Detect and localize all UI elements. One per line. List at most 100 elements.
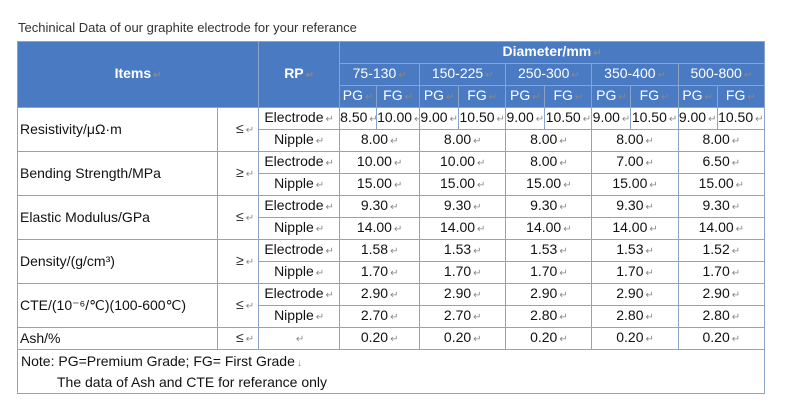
electrode-value-text: 6.50 — [702, 153, 730, 169]
rp-nipple-text: Nipple — [274, 175, 314, 191]
items-header: Items ↵ — [16, 41, 260, 108]
nipple-value: 8.00 ↵ — [419, 129, 507, 152]
diameter-range-4-text: 500-800 — [690, 65, 742, 81]
return-mark-icon: ↵ — [245, 301, 255, 312]
return-mark-icon: ↵ — [315, 312, 325, 323]
nipple-value: 15.00 ↵ — [419, 173, 507, 196]
note-line-1: Note: PG=Premium Grade; FG= First Grade — [21, 353, 295, 369]
return-mark-icon: ↵ — [559, 334, 568, 345]
nipple-value-text: 8.00 — [530, 131, 558, 147]
electrode-value: 10.50 ↵ — [544, 107, 593, 130]
rp-nipple-text: Nipple — [274, 307, 314, 323]
return-mark-icon: ↵ — [369, 114, 375, 125]
electrode-value-text: 2.90 — [616, 285, 644, 301]
grade-pg-0-text: PG — [342, 87, 364, 103]
rp-nipple: Nipple ↵ — [258, 261, 341, 284]
rp-nipple: Nipple ↵ — [258, 173, 341, 196]
return-mark-icon: ↵ — [245, 213, 255, 224]
return-mark-icon: ↵ — [473, 268, 482, 279]
return-mark-icon: ↵ — [563, 224, 572, 235]
electrode-value-text: 9.30 — [702, 197, 730, 213]
return-mark-icon: ↵ — [325, 158, 334, 169]
comparison-symbol: ≥ ↵ — [217, 239, 260, 284]
nipple-value: 1.70 ↵ — [677, 261, 766, 284]
electrode-value: 10.00↵ — [419, 151, 507, 174]
return-mark-icon: ↵ — [390, 246, 399, 257]
electrode-value: 7.00 ↵ — [591, 151, 679, 174]
table-row: Nipple ↵ 1.70 ↵ 1.70 ↵ 1.70 ↵ 1.70 ↵ 1.70 ↵ — [18, 261, 766, 284]
electrode-value: 2.90 ↵ — [419, 283, 507, 306]
return-mark-icon: ↵ — [645, 290, 654, 301]
return-mark-icon: ↵ — [390, 334, 399, 345]
electrode-value-text: 2.90 — [702, 285, 730, 301]
electrode-value-text: 9.30 — [530, 197, 558, 213]
return-mark-icon: ↵ — [731, 246, 741, 257]
return-mark-icon: ↵ — [449, 114, 458, 125]
return-mark-icon: ↵ — [473, 334, 482, 345]
comparison-symbol: ≤ ↵ — [217, 283, 260, 328]
nipple-value: 1.70 ↵ — [419, 261, 507, 284]
return-mark-icon: ↵ — [473, 290, 482, 301]
grade-pg-3-text: PG — [596, 87, 617, 103]
nipple-value-text: 8.00 — [702, 131, 730, 147]
return-mark-icon: ↵ — [245, 334, 255, 345]
nipple-value: 2.70 ↵ — [419, 305, 507, 328]
return-mark-icon: ↵ — [477, 158, 486, 169]
return-mark-icon: ↵ — [582, 114, 592, 125]
return-mark-icon: ↵ — [315, 268, 325, 279]
return-mark-icon: ↵ — [747, 92, 756, 103]
ash-value-text: 0.20 — [530, 329, 558, 345]
return-mark-icon: ↵ — [645, 136, 654, 147]
electrode-value: 9.00 ↵ — [419, 107, 460, 130]
return-mark-icon: ↵ — [708, 114, 717, 125]
diameter-range-3-text: 350-400 — [604, 65, 656, 81]
line-break-icon: ↓ — [296, 358, 302, 369]
electrode-value: 9.00 ↵ — [505, 107, 546, 130]
rp-nipple: Nipple ↵ — [258, 305, 341, 328]
electrode-value: 1.52 ↵ — [677, 239, 766, 262]
property-name-text: Ash/% — [20, 330, 61, 346]
diameter-range-0: 75-130 ↵ — [339, 63, 421, 86]
rp-electrode-text: Electrode — [264, 241, 324, 257]
nipple-value-text: 8.00 — [443, 131, 472, 147]
nipple-value: 8.00 ↵ — [505, 129, 593, 152]
electrode-value-text: 9.00 — [420, 109, 448, 125]
comparison-symbol-text: ≤ — [236, 329, 244, 345]
electrode-value-text: 10.00 — [377, 109, 413, 125]
return-mark-icon: ↵ — [731, 158, 741, 169]
rp-header: RP ↵ — [258, 41, 341, 108]
rp-nipple-text: Nipple — [274, 263, 314, 279]
electrode-value: 9.00 ↵ — [677, 107, 718, 130]
table-row: CTE/(10⁻⁶/℃)(100-600℃) ≤ ↵ Electrode ↵ 2.90 ↵ 2… — [16, 283, 766, 328]
electrode-value: 10.50 ↵ — [458, 107, 507, 130]
return-mark-icon: ↵ — [559, 290, 568, 301]
table-row: Elastic Modulus/GPa ≤ ↵ Electrode ↵ 9.30 ↵ 9.30… — [16, 195, 766, 240]
return-mark-icon: ↵ — [571, 70, 580, 81]
return-mark-icon: ↵ — [645, 158, 654, 169]
nipple-value-text: 15.00 — [356, 175, 392, 191]
comparison-symbol: ≤ ↵ — [217, 195, 260, 240]
nipple-value: 15.00 ↵ — [505, 173, 593, 196]
electrode-value-text: 1.53 — [443, 241, 472, 257]
technical-data-table: Items ↵ RP ↵ Diameter/mm ↵ 75-130 ↵ 150-225 ↵ 2… — [16, 41, 766, 394]
electrode-value-text: 10.00 — [440, 153, 476, 169]
return-mark-icon: ↵ — [393, 158, 403, 169]
electrode-value: 2.90 ↵ — [339, 283, 421, 306]
electrode-value-text: 10.50 — [631, 109, 667, 125]
return-mark-icon: ↵ — [743, 70, 753, 81]
return-mark-icon: ↵ — [393, 180, 403, 191]
return-mark-icon: ↵ — [535, 114, 545, 125]
nipple-value: 1.70 ↵ — [339, 261, 421, 284]
return-mark-icon: ↵ — [731, 312, 741, 323]
grade-pg-1-text: PG — [423, 87, 445, 103]
nipple-value-text: 2.70 — [360, 307, 389, 323]
rp-electrode: Electrode ↵ — [258, 283, 341, 306]
ash-value: 0.20 ↵ — [419, 327, 507, 350]
rp-nipple: Nipple ↵ — [258, 129, 341, 152]
nipple-value: 1.70 ↵ — [505, 261, 593, 284]
return-mark-icon: ↵ — [649, 180, 658, 191]
diameter-header: Diameter/mm ↵ — [339, 41, 765, 64]
nipple-value-text: 1.70 — [443, 263, 472, 279]
return-mark-icon: ↵ — [315, 136, 325, 147]
diameter-range-4: 500-800 ↵ — [677, 63, 766, 86]
